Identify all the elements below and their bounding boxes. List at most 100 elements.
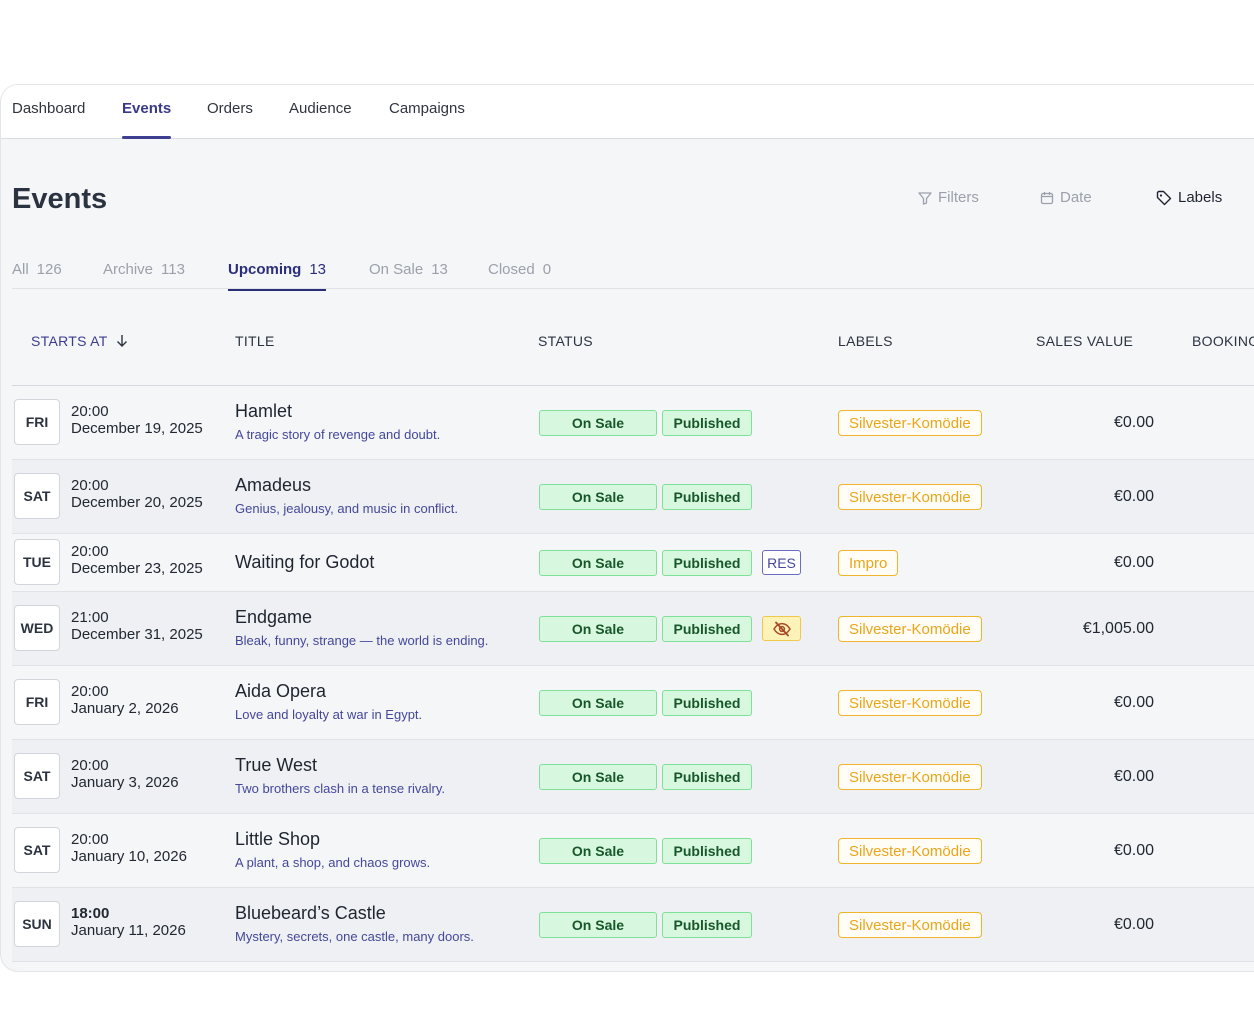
- event-date: December 23, 2025: [71, 560, 203, 577]
- status-badge-on-sale: On Sale: [539, 616, 657, 642]
- header-divider: [12, 385, 1254, 386]
- table-row[interactable]: WED 21:00 December 31, 2025 Endgame Blea…: [12, 592, 1254, 666]
- event-time: 20:00: [71, 683, 109, 700]
- tab-count: 13: [431, 261, 448, 278]
- status-badge-published: Published: [662, 764, 752, 790]
- event-label-tag[interactable]: Silvester-Komödie: [838, 912, 982, 938]
- nav-orders[interactable]: Orders: [207, 100, 253, 117]
- status-badge-on-sale: On Sale: [539, 550, 657, 576]
- column-header-status[interactable]: STATUS: [538, 333, 593, 349]
- sales-value: €0.00: [1113, 554, 1154, 571]
- reservation-badge: RES: [762, 550, 801, 575]
- event-time: 20:00: [71, 757, 109, 774]
- event-title[interactable]: Waiting for Godot: [235, 552, 375, 572]
- event-subtitle: A tragic story of revenge and doubt.: [235, 427, 441, 442]
- nav-campaigns[interactable]: Campaigns: [389, 100, 465, 117]
- column-header-title[interactable]: TITLE: [235, 333, 275, 349]
- table-row[interactable]: SUN 18:00 January 11, 2026 Bluebeard’s C…: [12, 888, 1254, 962]
- event-time: 20:00: [71, 543, 109, 560]
- event-time: 20:00: [71, 477, 109, 494]
- status-badge-published: Published: [662, 912, 752, 938]
- event-time: 21:00: [71, 609, 109, 626]
- sales-value: €1,005.00: [1082, 620, 1154, 637]
- event-label-tag[interactable]: Silvester-Komödie: [838, 410, 982, 436]
- nav-events[interactable]: Events: [122, 99, 172, 139]
- event-label-tag[interactable]: Silvester-Komödie: [838, 616, 982, 642]
- weekday-badge: FRI: [14, 399, 60, 445]
- event-title[interactable]: Little Shop: [235, 829, 321, 849]
- tag-icon: [1156, 190, 1172, 205]
- weekday-badge: SAT: [14, 473, 60, 519]
- event-label-tag[interactable]: Silvester-Komödie: [838, 838, 982, 864]
- event-subtitle: A plant, a shop, and chaos grows.: [235, 855, 431, 870]
- labels-button[interactable]: Labels: [1156, 189, 1222, 206]
- column-header-sales-value[interactable]: SALES VALUE: [1036, 333, 1134, 349]
- event-label-tag[interactable]: Impro: [838, 550, 899, 576]
- event-time: 18:00: [71, 905, 110, 922]
- nav-dashboard[interactable]: Dashboard: [12, 100, 86, 117]
- event-label-tag[interactable]: Silvester-Komödie: [838, 690, 982, 716]
- table-row[interactable]: SAT 20:00 December 20, 2025 Amadeus Geni…: [12, 460, 1254, 534]
- event-date: December 20, 2025: [71, 494, 203, 511]
- events-table-body: FRI 20:00 December 19, 2025 Hamlet A tra…: [12, 386, 1254, 962]
- status-badge-on-sale: On Sale: [539, 690, 657, 716]
- table-row[interactable]: SAT 20:00 January 10, 2026 Little Shop A…: [12, 814, 1254, 888]
- status-badge-published: Published: [662, 838, 752, 864]
- event-title[interactable]: Amadeus: [235, 475, 312, 495]
- event-title[interactable]: True West: [235, 755, 318, 775]
- event-title[interactable]: Endgame: [235, 607, 313, 627]
- sales-value: €0.00: [1113, 916, 1154, 933]
- filters-label: Filters: [938, 189, 979, 206]
- calendar-icon: [1040, 191, 1054, 204]
- date-button[interactable]: Date: [1040, 189, 1092, 206]
- event-title[interactable]: Aida Opera: [235, 681, 327, 701]
- event-label-tag[interactable]: Silvester-Komödie: [838, 764, 982, 790]
- column-header-labels[interactable]: LABELS: [838, 333, 893, 349]
- event-subtitle: Bleak, funny, strange — the world is end…: [235, 633, 489, 648]
- weekday-badge: WED: [14, 605, 60, 651]
- event-label-tag[interactable]: Silvester-Komödie: [838, 484, 982, 510]
- labels-label: Labels: [1178, 189, 1223, 206]
- page-title: Events: [12, 183, 108, 215]
- event-date: January 10, 2026: [71, 848, 187, 865]
- event-time: 20:00: [71, 403, 109, 420]
- column-header-starts-at[interactable]: STARTS AT: [31, 333, 128, 349]
- table-row[interactable]: FRI 20:00 December 19, 2025 Hamlet A tra…: [12, 386, 1254, 460]
- tab-label: Closed: [488, 261, 535, 278]
- arrow-down-icon: [116, 335, 127, 347]
- event-date: December 19, 2025: [71, 420, 203, 437]
- event-title[interactable]: Hamlet: [235, 401, 293, 421]
- status-badge-published: Published: [662, 616, 752, 642]
- table-row[interactable]: TUE 20:00 December 23, 2025 Waiting for …: [12, 534, 1254, 592]
- sales-value: €0.00: [1113, 488, 1154, 505]
- nav-audience[interactable]: Audience: [289, 100, 352, 117]
- event-date: December 31, 2025: [71, 626, 203, 643]
- weekday-badge: FRI: [14, 679, 60, 725]
- tab-on-sale[interactable]: On Sale 13: [369, 261, 448, 289]
- sales-value: €0.00: [1113, 768, 1154, 785]
- tab-archive[interactable]: Archive 113: [103, 261, 185, 289]
- tab-all[interactable]: All 126: [12, 261, 62, 289]
- sales-value: €0.00: [1113, 842, 1154, 859]
- event-subtitle: Two brothers clash in a tense rivalry.: [235, 781, 446, 796]
- table-row[interactable]: FRI 20:00 January 2, 2026 Aida Opera Lov…: [12, 666, 1254, 740]
- tab-closed[interactable]: Closed 0: [488, 261, 551, 289]
- status-badge-on-sale: On Sale: [539, 484, 657, 510]
- tab-upcoming[interactable]: Upcoming 13: [228, 261, 327, 291]
- eye-off-icon: [772, 621, 791, 636]
- tab-count: 126: [36, 261, 62, 278]
- status-badge-published: Published: [662, 410, 752, 436]
- event-time: 20:00: [71, 831, 109, 848]
- column-header-booking[interactable]: BOOKING: [1192, 333, 1254, 349]
- filter-icon: [918, 191, 932, 205]
- top-navigation: Dashboard Events Orders Audience Campaig…: [1, 85, 1254, 139]
- weekday-badge: TUE: [14, 539, 60, 585]
- event-title[interactable]: Bluebeard’s Castle: [235, 903, 386, 923]
- event-subtitle: Mystery, secrets, one castle, many doors…: [235, 929, 474, 944]
- tab-count: 13: [309, 261, 327, 278]
- event-subtitle: Genius, jealousy, and music in conflict.: [235, 501, 459, 516]
- event-date: January 2, 2026: [71, 700, 179, 717]
- event-date: January 11, 2026: [71, 922, 186, 939]
- table-row[interactable]: SAT 20:00 January 3, 2026 True West Two …: [12, 740, 1254, 814]
- filters-button[interactable]: Filters: [918, 189, 979, 206]
